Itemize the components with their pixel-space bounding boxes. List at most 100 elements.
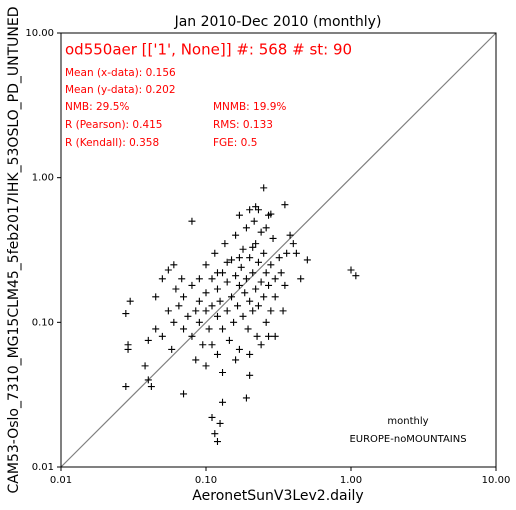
point bbox=[213, 269, 221, 277]
stat-annotation: R (Pearson): 0.415 bbox=[65, 119, 162, 131]
y-tick-label: 0.10 bbox=[32, 317, 54, 328]
point bbox=[262, 318, 270, 326]
point bbox=[188, 281, 196, 289]
point bbox=[252, 240, 260, 248]
point bbox=[124, 341, 132, 349]
point bbox=[202, 362, 210, 370]
plot-frame bbox=[60, 32, 497, 468]
point bbox=[141, 362, 149, 370]
point bbox=[279, 307, 287, 315]
point bbox=[252, 285, 260, 293]
point bbox=[257, 278, 265, 286]
stat-annotation: MNMB: 19.9% bbox=[213, 101, 286, 113]
chart-title: Jan 2010-Dec 2010 (monthly) bbox=[174, 14, 382, 30]
point bbox=[126, 297, 134, 305]
point bbox=[172, 285, 180, 293]
point bbox=[144, 376, 152, 384]
point bbox=[235, 254, 243, 262]
point bbox=[228, 256, 236, 264]
point bbox=[180, 390, 188, 398]
point bbox=[292, 249, 300, 257]
point bbox=[202, 307, 210, 315]
point bbox=[275, 254, 283, 262]
point bbox=[253, 332, 261, 340]
point bbox=[269, 234, 277, 242]
point bbox=[249, 243, 257, 251]
point bbox=[235, 281, 243, 289]
point bbox=[283, 249, 291, 257]
point bbox=[242, 394, 250, 402]
point bbox=[195, 275, 203, 283]
point bbox=[250, 217, 258, 225]
point bbox=[235, 345, 243, 353]
point bbox=[152, 325, 160, 333]
point bbox=[232, 272, 240, 280]
point bbox=[158, 275, 166, 283]
point bbox=[246, 254, 254, 262]
stat-annotation: od550aer [['1', None]] #: 568 # st: 90 bbox=[65, 41, 352, 59]
point bbox=[246, 206, 254, 214]
point bbox=[195, 297, 203, 305]
point bbox=[281, 281, 289, 289]
point bbox=[168, 345, 176, 353]
point bbox=[228, 293, 236, 301]
point bbox=[289, 240, 297, 248]
x-tick-label: 1.00 bbox=[340, 475, 362, 486]
stat-annotation: Mean (x-data): 0.156 bbox=[65, 67, 176, 79]
x-tick-label: 10.00 bbox=[482, 475, 511, 486]
point bbox=[219, 398, 227, 406]
point bbox=[241, 289, 249, 297]
point bbox=[208, 413, 216, 421]
point bbox=[249, 269, 257, 277]
point bbox=[175, 302, 183, 310]
y-tick-label: 0.01 bbox=[32, 462, 54, 473]
point bbox=[192, 307, 200, 315]
point bbox=[122, 383, 130, 391]
point bbox=[208, 341, 216, 349]
point bbox=[286, 231, 294, 239]
x-tick-label: 0.10 bbox=[195, 475, 217, 486]
x-tick-label: 0.01 bbox=[50, 475, 72, 486]
point bbox=[219, 325, 227, 333]
point bbox=[164, 266, 172, 274]
point bbox=[246, 297, 254, 305]
point bbox=[211, 430, 219, 438]
y-tick-label: 1.00 bbox=[32, 173, 54, 184]
point bbox=[211, 249, 219, 257]
stat-annotation: Mean (y-data): 0.202 bbox=[65, 84, 176, 96]
stat-annotation: RMS: 0.133 bbox=[213, 119, 273, 131]
point bbox=[262, 269, 270, 277]
point bbox=[234, 302, 242, 310]
point bbox=[208, 275, 216, 283]
point bbox=[219, 369, 227, 377]
point bbox=[184, 312, 192, 320]
one-to-one-line bbox=[60, 32, 497, 468]
point bbox=[213, 285, 221, 293]
stat-annotation: FGE: 0.5 bbox=[213, 137, 257, 149]
point bbox=[257, 228, 265, 236]
point bbox=[347, 266, 355, 274]
point bbox=[223, 258, 231, 266]
point bbox=[152, 293, 160, 301]
point bbox=[122, 310, 130, 318]
point bbox=[265, 281, 273, 289]
point bbox=[297, 275, 305, 283]
point bbox=[265, 332, 273, 340]
x-axis-label: AeronetSunV3Lev2.daily bbox=[192, 488, 363, 504]
point bbox=[246, 371, 254, 379]
point bbox=[303, 256, 311, 264]
point bbox=[188, 217, 196, 225]
point bbox=[260, 184, 268, 192]
point bbox=[216, 419, 224, 427]
stat-annotation: R (Kendall): 0.358 bbox=[65, 137, 159, 149]
point bbox=[202, 289, 210, 297]
point bbox=[144, 336, 152, 344]
point bbox=[244, 325, 252, 333]
point bbox=[232, 231, 240, 239]
point bbox=[237, 263, 245, 271]
point bbox=[180, 325, 188, 333]
point bbox=[271, 275, 279, 283]
point bbox=[254, 206, 262, 214]
point bbox=[213, 438, 221, 446]
